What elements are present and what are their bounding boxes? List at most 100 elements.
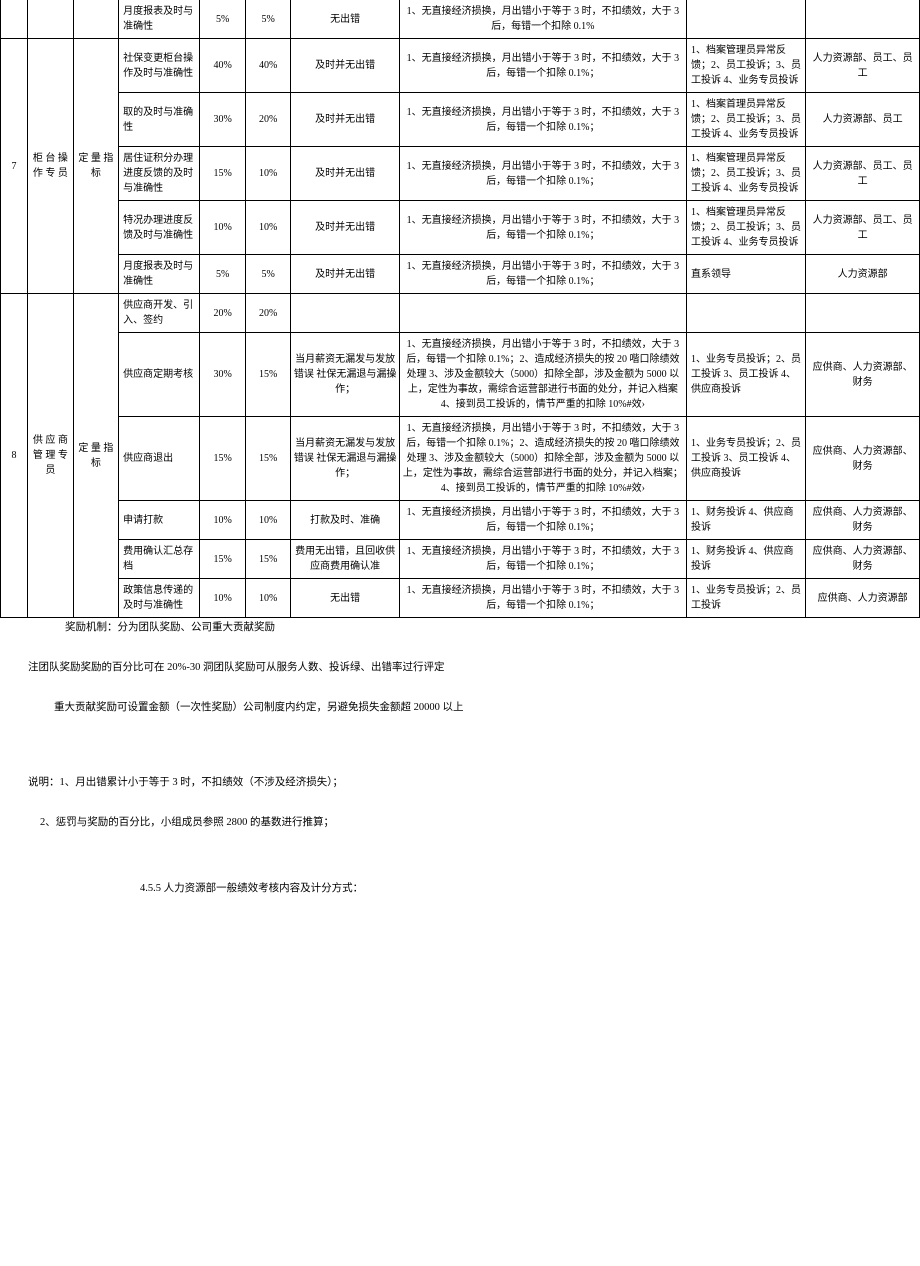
cell-rule: 1、无直接经济损换，月出错小于等于 3 时，不扣绩效，大于 3 后，每错一个扣除…: [399, 39, 686, 93]
cell-standard: 无出错: [291, 579, 399, 618]
cell-source: 人力资源部: [806, 255, 920, 294]
cell-continuation: [73, 0, 119, 39]
cell-standard: 及时并无出错: [291, 93, 399, 147]
cell-weight2: 15%: [245, 417, 291, 501]
cell-weight1: 5%: [200, 255, 246, 294]
cell-metric: 特况办理进度反馈及时与准确性: [119, 201, 200, 255]
cell-rule: 1、无直接经济损换，月出错小于等于 3 时，不扣绩效，大于 3 后，每错一个扣除…: [399, 201, 686, 255]
cell-standard: 及时并无出错: [291, 39, 399, 93]
cell-weight2: 15%: [245, 540, 291, 579]
table-row: 8供 应 商 管 理 专 员定 量 指 标供应商开发、引入、签约20%20%: [1, 294, 920, 333]
cell-source: 人力资源部、员工: [806, 93, 920, 147]
cell-weight1: 10%: [200, 579, 246, 618]
cell-continuation: [28, 0, 74, 39]
cell-rule: 1、无直接经济损换，月出错小于等于 3 时，不扣绩效，大于 3 后，每错一个扣除…: [399, 417, 686, 501]
table-row: 居住证积分办理进度反馈的及时与准确性15%10%及时并无出错1、无直接经济损换，…: [1, 147, 920, 201]
cell-weight1: 30%: [200, 93, 246, 147]
cell-standard: 及时并无出错: [291, 147, 399, 201]
cell-channel: 1、业务专员投诉；2、员工投诉 3、员工投诉 4、供应商投诉: [686, 333, 805, 417]
cell-weight2: 15%: [245, 333, 291, 417]
cell-weight2: 5%: [245, 255, 291, 294]
cell-weight2: 10%: [245, 501, 291, 540]
cell-channel: 1、业务专员投诉；2、员工投诉 3、员工投诉 4、供应商投诉: [686, 417, 805, 501]
cell-source: 应供商、人力资源部、财务: [806, 501, 920, 540]
cell-weight2: 10%: [245, 147, 291, 201]
cell-standard: 当月薪资无漏发与发放错误 社保无漏退与漏操作；: [291, 333, 399, 417]
cell-source: 应供商、人力资源部: [806, 579, 920, 618]
cell-standard: 当月薪资无漏发与发放错误 社保无漏退与漏操作；: [291, 417, 399, 501]
cell-source: 人力资源部、员工、员工: [806, 39, 920, 93]
cell-source: [806, 0, 920, 39]
cell-channel: 1、财务投诉 4、供应商投诉: [686, 540, 805, 579]
cell-standard: 无出错: [291, 0, 399, 39]
cell-metric: 取的及时与准确性: [119, 93, 200, 147]
cell-channel: 1、档案管理员异常反馈；2、员工投诉；3、员工投诉 4、业务专员投诉: [686, 39, 805, 93]
cell-channel: 直系领导: [686, 255, 805, 294]
cell-weight2: 20%: [245, 93, 291, 147]
note-explain-1: 说明：1、月出错累计小于等于 3 时，不扣绩效（不涉及经济损失）；: [28, 775, 920, 791]
cell-metric: 申请打款: [119, 501, 200, 540]
cell-channel: 1、财务投诉 4、供应商投诉: [686, 501, 805, 540]
cell-weight1: 5%: [200, 0, 246, 39]
cell-metric: 政策信息传递的及时与准确性: [119, 579, 200, 618]
cell-rule: 1、无直接经济损换，月出错小于等于 3 时，不扣绩效，大于 3 后，每错一个扣除…: [399, 501, 686, 540]
note-team-reward: 注团队奖励奖励的百分比可在 20%-30 洞团队奖励可从服务人数、投诉绿、出错率…: [28, 660, 920, 676]
cell-weight1: 15%: [200, 540, 246, 579]
cell-weight1: 15%: [200, 417, 246, 501]
cell-metric: 月度报表及时与准确性: [119, 0, 200, 39]
cell-channel: 1、档案管理员异常反馈；2、员工投诉；3、员工投诉 4、业务专员投诉: [686, 147, 805, 201]
cell-metric: 社保变更柜台操作及时与准确性: [119, 39, 200, 93]
cell-channel: 1、档案管理员异常反馈；2、员工投诉；3、员工投诉 4、业务专员投诉: [686, 201, 805, 255]
cell-channel: [686, 294, 805, 333]
cell-role: 供 应 商 管 理 专 员: [28, 294, 74, 618]
cell-source: 应供商、人力资源部、财务: [806, 333, 920, 417]
cell-type: 定 量 指 标: [73, 39, 119, 294]
cell-standard: 及时并无出错: [291, 201, 399, 255]
cell-metric: 费用确认汇总存档: [119, 540, 200, 579]
note-explain-2: 2、惩罚与奖励的百分比，小组成员参照 2800 的基数进行推算；: [40, 815, 920, 831]
table-row: 申请打款10%10%打款及时、准确1、无直接经济损换，月出错小于等于 3 时，不…: [1, 501, 920, 540]
cell-metric: 月度报表及时与准确性: [119, 255, 200, 294]
cell-rule: [399, 294, 686, 333]
cell-weight1: 10%: [200, 201, 246, 255]
cell-source: 人力资源部、员工、员工: [806, 201, 920, 255]
table-row: 月度报表及时与准确性5%5%及时并无出错1、无直接经济损换，月出错小于等于 3 …: [1, 255, 920, 294]
cell-channel: 1、档案首理员异常反馈；2、员工投诉；3、员工投诉 4、业务专员投诉: [686, 93, 805, 147]
cell-weight1: 40%: [200, 39, 246, 93]
cell-type: 定 量 指 标: [73, 294, 119, 618]
table-row: 供应商定期考核30%15%当月薪资无漏发与发放错误 社保无漏退与漏操作；1、无直…: [1, 333, 920, 417]
cell-standard: 打款及时、准确: [291, 501, 399, 540]
cell-standard: 费用无出错，且回收供应商费用确认准: [291, 540, 399, 579]
cell-rule: 1、无直接经济损换，月出错小于等于 3 时，不扣绩效，大于 3 后，每错一个扣除…: [399, 540, 686, 579]
cell-standard: [291, 294, 399, 333]
table-row: 月度报表及时与准确性5%5%无出错1、无直接经济损换，月出错小于等于 3 时，不…: [1, 0, 920, 39]
cell-rule: 1、无直接经济损换，月出错小于等于 3 时，不扣绩效，大于 3 后，每错一个扣除…: [399, 147, 686, 201]
cell-rule: 1、无直接经济损换，月出错小于等于 3 时，不扣绩效，大于 3 后，每错一个扣除…: [399, 579, 686, 618]
cell-rule: 1、无直接经济损换，月出错小于等于 3 时，不扣绩效，大于 3 后，每错一个扣除…: [399, 0, 686, 39]
table-row: 费用确认汇总存档15%15%费用无出错，且回收供应商费用确认准1、无直接经济损换…: [1, 540, 920, 579]
note-major-contribution: 重大贡献奖励可设置金额（一次性奖励）公司制度内约定，另避免损失金额超 20000…: [54, 700, 920, 716]
table-row: 取的及时与准确性30%20%及时并无出错1、无直接经济损换，月出错小于等于 3 …: [1, 93, 920, 147]
cell-standard: 及时并无出错: [291, 255, 399, 294]
cell-seq: 7: [1, 39, 28, 294]
cell-channel: [686, 0, 805, 39]
cell-rule: 1、无直接经济损换，月出错小于等于 3 时，不扣绩效，大于 3 后，每错一个扣除…: [399, 255, 686, 294]
cell-metric: 居住证积分办理进度反馈的及时与准确性: [119, 147, 200, 201]
cell-source: [806, 294, 920, 333]
cell-rule: 1、无直接经济损换，月出错小于等于 3 时，不扣绩效，大于 3 后，每错一个扣除…: [399, 333, 686, 417]
cell-weight2: 10%: [245, 579, 291, 618]
cell-channel: 1、业务专员投诉；2、员工投诉: [686, 579, 805, 618]
cell-source: 人力资源部、员工、员工: [806, 147, 920, 201]
cell-weight2: 20%: [245, 294, 291, 333]
cell-continuation: [1, 0, 28, 39]
cell-seq: 8: [1, 294, 28, 618]
cell-weight1: 15%: [200, 147, 246, 201]
cell-metric: 供应商开发、引入、签约: [119, 294, 200, 333]
cell-role: 柜 台 操 作 专 员: [28, 39, 74, 294]
table-row: 7柜 台 操 作 专 员定 量 指 标社保变更柜台操作及时与准确性40%40%及…: [1, 39, 920, 93]
cell-metric: 供应商退出: [119, 417, 200, 501]
table-row: 特况办理进度反馈及时与准确性10%10%及时并无出错1、无直接经济损换，月出错小…: [1, 201, 920, 255]
cell-weight1: 10%: [200, 501, 246, 540]
cell-weight2: 10%: [245, 201, 291, 255]
cell-weight2: 40%: [245, 39, 291, 93]
